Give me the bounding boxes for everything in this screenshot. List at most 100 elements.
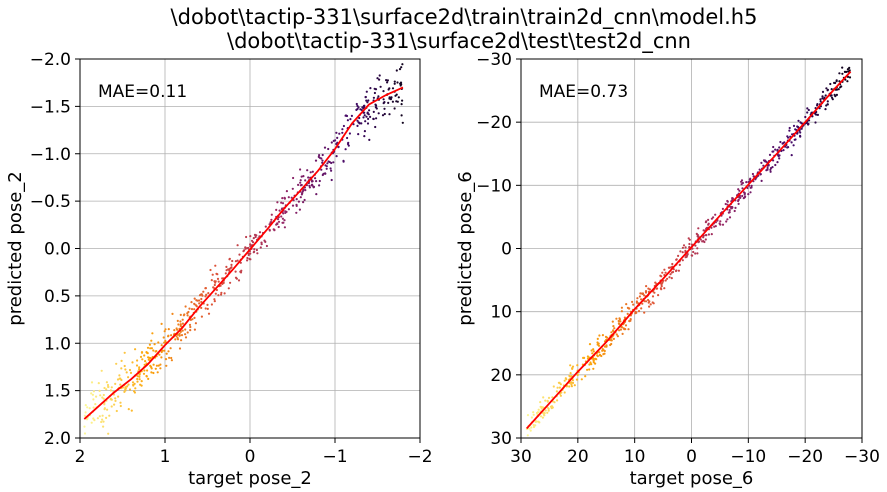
scatter-point [281, 202, 285, 205]
scatter-point [98, 389, 101, 392]
scatter-point [318, 184, 321, 187]
scatter-point [105, 381, 108, 384]
scatter-point [641, 292, 644, 295]
scatter-point [379, 85, 382, 88]
scatter-point [103, 408, 106, 411]
scatter-point [372, 96, 375, 99]
scatter-point [180, 334, 184, 337]
scatter-point [819, 98, 822, 101]
y-tick-label: −1.0 [30, 145, 71, 165]
scatter-point [342, 124, 345, 128]
scatter-point [563, 391, 566, 394]
scatter-point [163, 330, 166, 333]
scatter-point [393, 82, 396, 85]
chart-left-pose-2: 2 1 0 −1 −2 −2.0 −1.5 −1.0 −0.5 0.0 0.5 1.0 1.5 2.0 ta… [5, 50, 433, 489]
scatter-point [140, 380, 143, 383]
scatter-point [337, 146, 340, 149]
scatter-point [670, 277, 673, 280]
scatter-point [740, 183, 743, 186]
scatter-point [350, 114, 353, 117]
scatter-point [190, 308, 194, 311]
scatter-point [338, 132, 341, 135]
scatter-point [588, 343, 592, 346]
scatter-point [364, 120, 367, 123]
scatter-point [363, 135, 366, 138]
scatter-point [214, 264, 217, 267]
scatter-point [643, 311, 646, 314]
scatter-point [699, 238, 702, 241]
scatter-point [551, 396, 554, 399]
scatter-point [212, 286, 215, 289]
scatter-point [845, 70, 848, 73]
scatter-point [609, 343, 612, 347]
scatter-point [320, 157, 323, 160]
scatter-point [401, 99, 404, 102]
scatter-point [276, 201, 279, 204]
scatter-point [611, 320, 614, 323]
scatter-point [138, 368, 141, 371]
scatter-point [246, 247, 249, 250]
scatter-point [97, 382, 100, 385]
scatter-point [694, 252, 697, 255]
scatter-point [710, 226, 713, 229]
scatter-point [556, 399, 559, 402]
scatter-point [550, 405, 554, 408]
scatter-point [170, 334, 173, 337]
scatter-point [366, 122, 370, 125]
scatter-point [589, 361, 592, 364]
scatter-point [555, 390, 559, 393]
scatter-point [750, 184, 753, 187]
scatter-point [295, 211, 298, 214]
scatter-point [604, 335, 608, 338]
scatter-point [83, 425, 86, 428]
scatter-point [182, 314, 185, 317]
scatter-point [377, 95, 380, 98]
y-tick-label: −30 [476, 50, 512, 70]
scatter-point [559, 394, 563, 397]
scatter-point [275, 208, 278, 211]
y-tick-label: −0.5 [30, 192, 71, 212]
scatter-point [114, 399, 117, 402]
scatter-point [586, 355, 590, 358]
scatter-point [186, 314, 189, 317]
scatter-point [285, 210, 288, 213]
scatter-point [588, 363, 591, 366]
scatter-point [246, 256, 249, 260]
scatter-point [239, 261, 242, 264]
scatter-point [565, 378, 568, 381]
scatter-point [276, 218, 280, 221]
scatter-point [782, 149, 785, 152]
scatter-point [139, 355, 143, 358]
scatter-point [733, 209, 736, 213]
scatter-point [603, 349, 606, 353]
scatter-point [623, 316, 627, 319]
figure-title-line-1: \dobot\tactip-331\surface2d\train\train2… [171, 5, 758, 30]
scatter-point [400, 66, 403, 69]
scatter-point [621, 332, 624, 335]
scatter-point [698, 240, 701, 243]
scatter-point [640, 307, 643, 310]
scatter-point [255, 248, 258, 252]
scatter-point [115, 409, 118, 413]
scatter-point [143, 369, 146, 372]
scatter-point [105, 388, 108, 391]
y-axis-label: predicted pose_6 [455, 171, 476, 325]
scatter-point [103, 386, 106, 390]
scatter-point [181, 318, 184, 321]
scatter-point [110, 398, 113, 401]
scatter-point [675, 258, 678, 261]
scatter-point [277, 220, 281, 223]
scatter-point [163, 341, 166, 344]
scatter-point [249, 243, 252, 246]
x-tick-label: 1 [160, 447, 171, 467]
scatter-point [177, 323, 180, 326]
scatter-point [110, 386, 113, 389]
scatter-point [287, 196, 290, 199]
scatter-point [847, 70, 850, 73]
scatter-point [841, 72, 844, 75]
scatter-point [391, 87, 395, 90]
scatter-point [254, 234, 257, 237]
scatter-point [688, 242, 691, 246]
scatter-point [372, 110, 375, 113]
scatter-point [568, 385, 571, 388]
